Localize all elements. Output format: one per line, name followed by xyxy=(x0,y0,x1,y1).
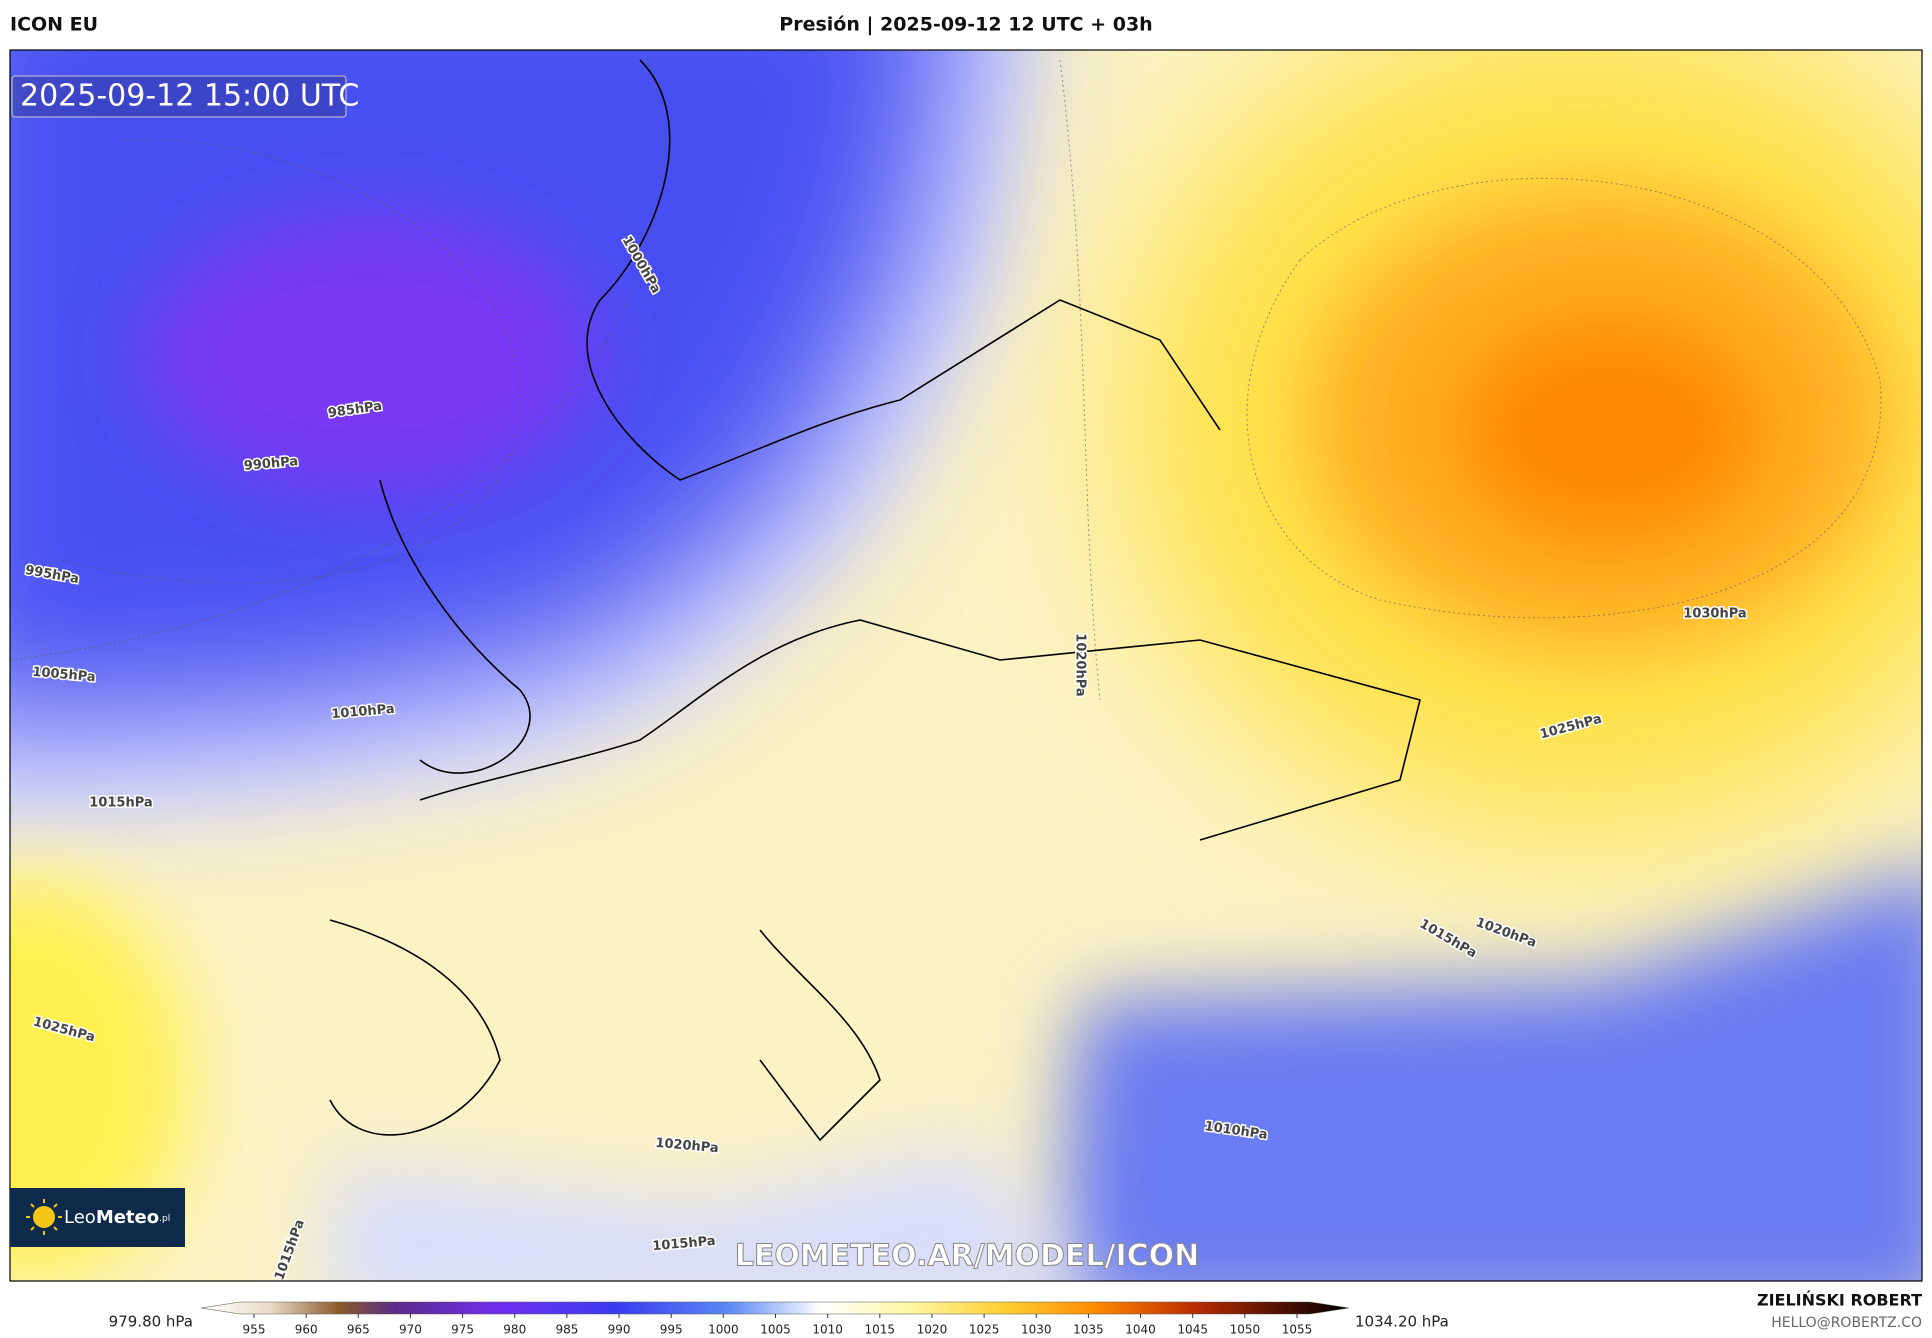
colorbar-tick-label: 960 xyxy=(295,1323,318,1337)
colorbar: 955 960 965 970 975 980 985 990 995 1000 1005 1010 1… xyxy=(200,1301,1350,1337)
email: HELLO@ROBERTZ.CO xyxy=(1771,1315,1922,1331)
watermark: LEOMETEO.AR/MODEL/ICON xyxy=(735,1239,1200,1274)
colorbar-tick-label: 995 xyxy=(660,1323,683,1337)
model-name: ICON EU xyxy=(10,14,98,36)
colorbar-tick-label: 1045 xyxy=(1177,1323,1208,1337)
logo: LeoMeteo.pl xyxy=(10,1188,185,1247)
svg-text:LeoMeteo.pl: LeoMeteo.pl xyxy=(64,1207,170,1228)
colorbar-tick-label: 1025 xyxy=(969,1323,1000,1337)
colorbar-tick-label: 1030 xyxy=(1021,1323,1052,1337)
colorbar-tick-label: 1055 xyxy=(1282,1323,1313,1337)
map-title: Presión | 2025-09-12 12 UTC + 03h xyxy=(779,14,1152,36)
isobar-label: 1020hPa xyxy=(1073,633,1088,696)
timestamp-box xyxy=(11,75,347,118)
colorbar-tick-label: 975 xyxy=(451,1323,474,1337)
colorbar-tick-label: 990 xyxy=(608,1323,631,1337)
colorbar-tick-label: 1015 xyxy=(865,1323,896,1337)
logo-text: Leo xyxy=(64,1207,96,1228)
colorbar-tick-label: 1040 xyxy=(1125,1323,1156,1337)
colorbar-tick-label: 1050 xyxy=(1230,1323,1261,1337)
isobar-label: 990hPa xyxy=(243,454,298,474)
logo-text: Meteo xyxy=(96,1207,159,1228)
colorbar-tick-label: 980 xyxy=(503,1323,526,1337)
isobar-label: 1020hPa xyxy=(655,1136,719,1156)
timestamp: 2025-09-12 15:00 UTC xyxy=(20,79,359,114)
isobar-label: 1015hPa xyxy=(89,796,152,811)
logo-text: .pl xyxy=(159,1214,170,1224)
colorbar-tick-label: 955 xyxy=(243,1323,266,1337)
colorbar-max: 1034.20 hPa xyxy=(1355,1313,1449,1331)
colorbar-tick-label: 965 xyxy=(347,1323,370,1337)
colorbar-tick-label: 1010 xyxy=(812,1323,843,1337)
isobar-label: 1015hPa xyxy=(652,1234,716,1254)
colorbar-min: 979.80 hPa xyxy=(109,1313,193,1331)
colorbar-tick-label: 1020 xyxy=(917,1323,948,1337)
isobar-label: 1030hPa xyxy=(1683,607,1746,622)
author: ZIELIŃSKI ROBERT xyxy=(1757,1291,1922,1310)
isobar-label: 1010hPa xyxy=(331,702,395,722)
colorbar-tick-label: 1000 xyxy=(708,1323,739,1337)
colorbar-tick-label: 970 xyxy=(399,1323,422,1337)
colorbar-tick-label: 1035 xyxy=(1073,1323,1104,1337)
colorbar-tick-label: 1005 xyxy=(760,1323,791,1337)
colorbar-tick-label: 985 xyxy=(555,1323,578,1337)
isobar-label: 1005hPa xyxy=(32,665,96,685)
